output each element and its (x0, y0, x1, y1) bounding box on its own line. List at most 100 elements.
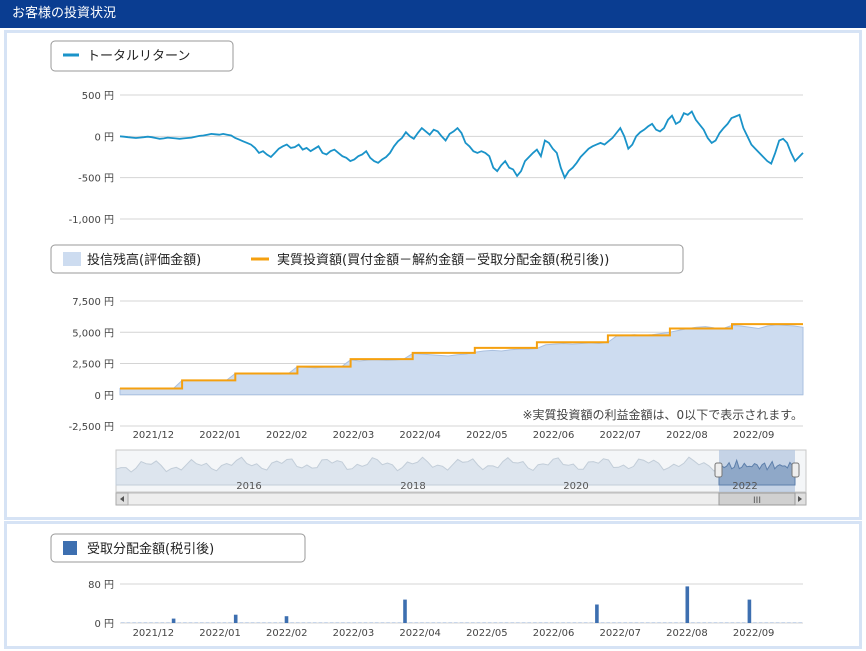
distribution-bar (267, 622, 272, 623)
distribution-bar (183, 622, 187, 623)
x-tick-label: 2022/05 (466, 628, 508, 639)
distribution-bar (493, 622, 498, 623)
legend-label-invest: 実質投資額(買付金額－解約金額－受取分配金額(税引後)) (277, 252, 609, 268)
distribution-bar (166, 622, 170, 623)
y-tick-label: 5,000 円 (72, 328, 114, 339)
distribution-bar (764, 622, 769, 623)
distribution-bar (126, 622, 131, 623)
distribution-bar (487, 622, 492, 623)
distribution-bar (177, 622, 181, 623)
distribution-chart-panel: 受取分配金額(税引後) 80 円 0 円 2021/12 2022/01 2022/0… (4, 521, 862, 649)
legend-total-return[interactable]: トータルリターン (50, 40, 234, 72)
distribution-bar (233, 614, 238, 623)
distribution-bar (792, 622, 797, 623)
x-tick-label: 2022/08 (666, 628, 708, 639)
x-tick-label: 2022/02 (266, 430, 308, 441)
distribution-bar (425, 622, 430, 623)
distribution-bar (211, 622, 215, 623)
distribution-bar (725, 622, 729, 623)
legend-fill-icon (63, 252, 81, 266)
y-tick-label: 0 円 (94, 619, 114, 630)
distribution-bar (312, 622, 317, 623)
distribution-bar (154, 622, 159, 623)
distribution-bar (657, 622, 661, 623)
y-tick-label: 7,500 円 (72, 297, 114, 308)
x-tick-label: 2022/06 (533, 628, 575, 639)
y-tick-label: 80 円 (88, 580, 114, 591)
distribution-bar (454, 622, 458, 623)
range-navigator[interactable]: 2016 2018 2020 2022 (115, 449, 807, 493)
distribution-bar (290, 622, 294, 623)
navigator-scrollbar[interactable]: III (115, 492, 807, 506)
chart-note: ※実質投資額の利益金額は、0以下で表示されます。 (523, 407, 804, 422)
x-tick-label: 2022/01 (199, 430, 241, 441)
navigator-year-label: 2022 (732, 481, 757, 492)
distribution-bar (363, 622, 368, 623)
grip-icon: III (753, 496, 761, 506)
legend-label-distribution: 受取分配金額(税引後) (87, 541, 214, 557)
x-tick-label: 2022/01 (199, 628, 241, 639)
scroll-thumb[interactable] (718, 492, 796, 506)
distribution-bar (256, 622, 261, 623)
distribution-bar (696, 622, 701, 623)
distribution-bar (775, 622, 780, 623)
navigator-right-handle[interactable] (791, 462, 800, 478)
distribution-bar (346, 622, 351, 623)
y-tick-label: 2,500 円 (72, 360, 114, 371)
distribution-bar (171, 618, 176, 623)
distribution-bar (482, 622, 486, 623)
distribution-bar (307, 622, 311, 623)
distribution-bar (787, 622, 791, 623)
distribution-bar (318, 622, 323, 623)
distribution-bar (273, 622, 277, 623)
distribution-bar (640, 622, 644, 623)
distribution-bar (702, 622, 706, 623)
distribution-bar (476, 622, 481, 623)
distribution-bar (617, 622, 622, 623)
distribution-bar (471, 622, 475, 623)
distribution-bar (668, 622, 673, 623)
legend-balance[interactable]: 投信残高(評価金額) 実質投資額(買付金額－解約金額－受取分配金額(税引後)) (50, 244, 684, 274)
distribution-bar (143, 622, 148, 623)
distribution-bar (160, 622, 165, 623)
arrow-left-icon (120, 496, 124, 502)
distribution-bar (719, 622, 723, 623)
distribution-bar (380, 622, 385, 623)
distribution-bar (589, 622, 594, 623)
distribution-bar (239, 622, 244, 623)
distribution-bar (296, 622, 300, 623)
y-tick-label: -2,500 円 (69, 422, 114, 433)
y-tick-label: 0 円 (94, 391, 114, 402)
navigator-left-handle[interactable] (714, 462, 723, 478)
distribution-bar (578, 622, 582, 623)
x-tick-label: 2022/05 (466, 430, 508, 441)
y-tick-label: -500 円 (78, 174, 114, 185)
distribution-bar (431, 622, 436, 623)
x-tick-label: 2021/12 (133, 628, 175, 639)
distribution-bar (708, 622, 712, 623)
x-tick-label: 2022/06 (533, 430, 575, 441)
distribution-bar (414, 622, 419, 623)
distribution-bar (403, 599, 407, 623)
distribution-bar (324, 622, 328, 623)
balance-area (119, 324, 804, 396)
distribution-bar (279, 622, 283, 623)
distribution-bar (674, 622, 678, 623)
y-tick-label: 500 円 (82, 91, 114, 102)
distribution-bar (504, 622, 509, 623)
distribution-bar (538, 622, 543, 623)
distribution-bar (358, 622, 362, 623)
x-tick-label: 2022/09 (733, 628, 775, 639)
distribution-bar (121, 622, 125, 623)
distribution-bar (194, 622, 198, 623)
x-tick-label: 2022/08 (666, 430, 708, 441)
arrow-right-icon (798, 496, 802, 502)
x-tick-label: 2022/07 (599, 628, 641, 639)
distribution-bar (679, 622, 684, 623)
distribution-bar (205, 622, 210, 623)
distribution-bar (798, 622, 802, 623)
legend-distribution[interactable]: 受取分配金額(税引後) (50, 533, 306, 563)
distribution-bar (753, 622, 757, 623)
distribution-bar (335, 622, 340, 623)
distribution-bar (391, 622, 396, 623)
